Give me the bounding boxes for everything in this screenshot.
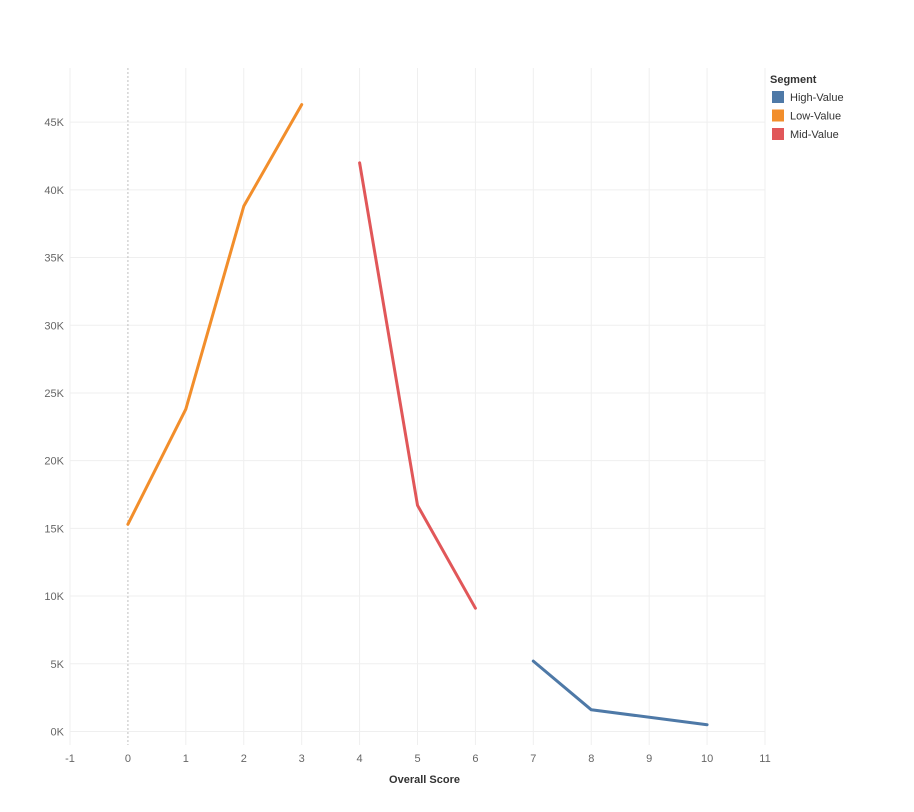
legend: Segment High-Value Low-Value Mid-Value <box>770 74 844 141</box>
x-tick-label: 3 <box>299 753 305 765</box>
y-tick-label: 45K <box>44 117 64 129</box>
legend-swatch-low-value <box>772 109 784 122</box>
series-line-high-value <box>531 659 709 727</box>
y-tick-label: 0K <box>51 726 65 738</box>
x-tick-label: 11 <box>759 753 770 765</box>
y-tick-label: 35K <box>44 253 64 265</box>
x-tick-label: 1 <box>183 753 189 765</box>
x-axis-title: Overall Score <box>389 774 460 786</box>
legend-title: Segment <box>770 74 817 86</box>
y-tick-label: 15K <box>44 523 64 535</box>
legend-swatch-mid-value <box>772 128 784 140</box>
x-tick-label: 7 <box>530 753 536 765</box>
legend-swatch-high-value <box>772 91 784 103</box>
x-tick-label: 10 <box>701 753 713 765</box>
series-line-mid-value <box>358 161 477 610</box>
x-tick-label: 5 <box>414 753 420 765</box>
x-axis: -1 0 1 2 3 4 5 6 7 8 9 10 11 <box>65 753 771 765</box>
y-tick-label: 10K <box>44 591 64 603</box>
y-tick-label: 30K <box>44 320 64 332</box>
series-line-low-value <box>126 103 304 526</box>
series-lines <box>126 103 709 727</box>
x-tick-label: 6 <box>472 753 478 765</box>
y-tick-label: 40K <box>44 185 64 197</box>
x-tick-label: 0 <box>125 753 131 765</box>
x-tick-label: 4 <box>357 753 363 765</box>
y-tick-label: 25K <box>44 388 64 400</box>
legend-label-high-value: High-Value <box>790 92 844 104</box>
x-tick-label: 2 <box>241 753 247 765</box>
legend-label-low-value: Low-Value <box>790 111 841 123</box>
x-tick-label: 9 <box>646 753 652 765</box>
legend-label-mid-value: Mid-Value <box>790 129 839 141</box>
y-tick-label: 5K <box>51 659 65 671</box>
x-tick-label: 8 <box>588 753 594 765</box>
x-tick-label: -1 <box>65 753 75 765</box>
grid <box>69 68 766 745</box>
y-tick-label: 20K <box>44 456 64 468</box>
y-axis: 0K 5K 10K 15K 20K 25K 30K 35K 40K 45K <box>44 117 64 738</box>
